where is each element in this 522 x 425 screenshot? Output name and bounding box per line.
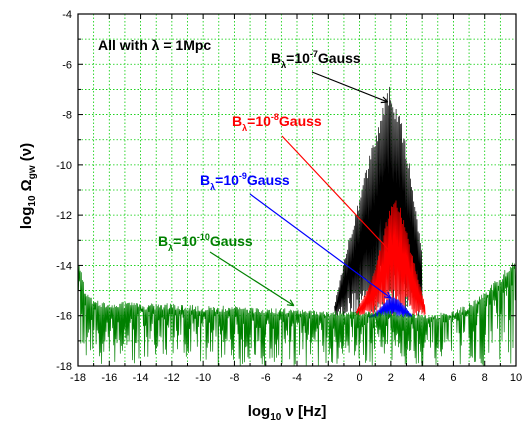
y-axis-label: log10 Ωgw (ν) (18, 143, 38, 229)
annotation-arrowhead-1 (380, 96, 389, 104)
series-line-3 (77, 249, 517, 367)
annotation-arrow-3 (249, 193, 392, 299)
annotations: All with λ = 1Mpc Bλ=10-7Gauss Bλ=10-8Gaus… (98, 37, 361, 253)
annotation-label: All with λ = 1Mpc (98, 37, 211, 53)
annotation-arrowhead-2 (387, 248, 395, 256)
annotation-arrow-1 (311, 71, 388, 103)
x-tick-label: 2 (388, 372, 394, 384)
x-tick-label: 6 (450, 372, 456, 384)
x-tick-label: 0 (357, 372, 363, 384)
y-tick-label: -10 (56, 160, 72, 172)
x-tick-label: -18 (70, 372, 86, 384)
x-tick-label: -16 (101, 372, 117, 384)
ticks: -18 -16 -14 -12 -10 -8 -6 -4 -2 0 2 4 6 8 10 -18 -16 -14 -… (56, 9, 522, 384)
y-tick-label: -6 (62, 59, 72, 71)
annotation-label-3: Bλ=10-9Gauss (200, 171, 290, 192)
series-line-0 (334, 86, 423, 316)
annotation-label-1: Bλ=10-7Gauss (271, 49, 361, 70)
y-tick-label: -4 (62, 9, 72, 21)
x-tick-label: -2 (323, 372, 333, 384)
y-tick-label: -12 (56, 210, 72, 222)
x-tick-label: 4 (419, 372, 425, 384)
x-tick-label: -4 (292, 372, 302, 384)
x-tick-label: -14 (133, 372, 149, 384)
y-tick-label: -14 (56, 260, 72, 272)
y-tick-label: -8 (62, 110, 72, 122)
annotation-arrowhead-4 (286, 299, 295, 307)
x-tick-label: -10 (195, 372, 211, 384)
x-tick-label: -6 (261, 372, 271, 384)
annotation-arrows (209, 71, 395, 307)
annotation-arrow-4 (209, 251, 295, 307)
annotation-label-2: Bλ=10-8Gauss (232, 112, 322, 133)
x-tick-label: 10 (510, 372, 522, 384)
x-tick-label: 8 (482, 372, 488, 384)
x-tick-label: -12 (164, 372, 180, 384)
y-tick-label: -16 (56, 311, 72, 323)
y-tick-label: -18 (56, 361, 72, 373)
x-axis-label: log10 ν [Hz] (248, 403, 327, 423)
annotation-arrowhead-3 (383, 291, 392, 299)
annotation-label-4: Bλ=10-10Gauss (158, 232, 253, 253)
annotation-arrow-2 (281, 135, 395, 256)
x-tick-label: -8 (230, 372, 240, 384)
